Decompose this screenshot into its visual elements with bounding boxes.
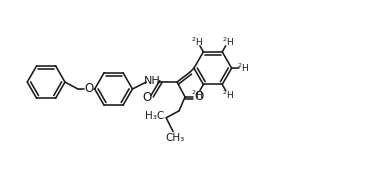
Text: NH: NH xyxy=(144,76,161,86)
Text: $^{2}$H: $^{2}$H xyxy=(191,35,203,48)
Text: H₃C: H₃C xyxy=(145,111,164,121)
Text: O: O xyxy=(84,82,94,96)
Text: $^{2}$H: $^{2}$H xyxy=(222,35,234,48)
Text: $^{2}$H: $^{2}$H xyxy=(222,89,234,101)
Text: $^{2}$H: $^{2}$H xyxy=(237,62,250,74)
Text: O: O xyxy=(194,90,203,103)
Text: O: O xyxy=(143,92,152,104)
Text: $^{2}$H: $^{2}$H xyxy=(191,89,203,101)
Text: CH₃: CH₃ xyxy=(165,133,185,143)
